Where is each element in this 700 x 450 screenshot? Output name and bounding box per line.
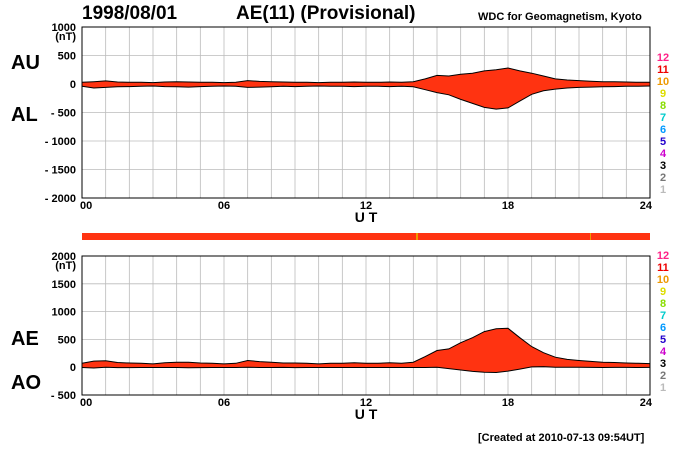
panel1-xaxis-label: U T — [355, 209, 378, 225]
panel2-station-count: 4 — [660, 346, 667, 358]
panel1-station-count: 9 — [660, 88, 666, 100]
panel2-ytick-label: 500 — [58, 334, 76, 346]
panel1-station-count: 5 — [660, 136, 666, 148]
panel1-station-count: 8 — [660, 100, 666, 112]
series-line-au — [81, 67, 650, 84]
panel1-xtick-label: 24 — [640, 200, 653, 212]
panel2-ytick-label: 0 — [70, 362, 76, 374]
panel1-station-count: 4 — [660, 148, 667, 160]
data-availability-bar — [82, 233, 650, 240]
panel2-ytick-label: 2000 — [52, 251, 76, 263]
panel2-xtick-label: 24 — [640, 397, 653, 409]
panel2-area-fill — [82, 328, 650, 373]
panel2-xtick-label: 06 — [218, 397, 230, 409]
panel1-area-fill — [82, 68, 650, 110]
panel2-station-count: 11 — [657, 262, 669, 274]
panel1-ytick-label: 1000 — [52, 22, 76, 34]
panel1-ytick-label: 500 — [58, 51, 76, 63]
panel1-ytick-label: - 1000 — [45, 136, 76, 148]
panel1-xtick-label: 18 — [502, 200, 514, 212]
panel1-unit-label: (nT) — [55, 31, 76, 43]
panel2-ytick-label: 1000 — [52, 307, 76, 319]
panel1-station-count: 1 — [660, 184, 666, 196]
series-line-ao — [81, 366, 651, 374]
panel2-xtick-label: 00 — [80, 397, 92, 409]
panel1-ytick-label: - 2000 — [45, 193, 76, 205]
panel1-label-au: AU — [11, 52, 40, 74]
panel1-frame — [81, 26, 651, 199]
panel2-label-ao: AO — [11, 372, 41, 394]
series-line-al — [81, 85, 651, 110]
data-availability-mark — [416, 233, 418, 240]
panel1-station-count: 10 — [657, 76, 669, 88]
panel1-station-count: 11 — [657, 64, 669, 76]
panel1-xtick-label: 00 — [80, 200, 92, 212]
panel2-xtick-label: 12 — [360, 397, 372, 409]
panel2-station-count: 1 — [660, 382, 666, 394]
series-line-ae — [81, 327, 651, 365]
panel2-ytick-label: - 500 — [51, 390, 76, 402]
panel1-xtick-label: 12 — [360, 200, 372, 212]
panel1-ytick-label: - 500 — [51, 108, 76, 120]
panel2-label-ae: AE — [11, 328, 39, 350]
panel2-station-count: 10 — [657, 274, 669, 286]
panel1-ytick-label: - 1500 — [45, 165, 76, 177]
panel2-station-count: 3 — [660, 358, 666, 370]
panel2-station-count: 8 — [660, 298, 666, 310]
panel1-ytick-label: 0 — [70, 79, 76, 91]
panel2-xtick-label: 18 — [502, 397, 514, 409]
panel1-xtick-label: 06 — [218, 200, 230, 212]
panel2-ytick-label: 1500 — [52, 279, 76, 291]
panel2-station-count: 7 — [660, 310, 666, 322]
panel2-station-count: 12 — [657, 250, 669, 262]
institution-label: WDC for Geomagnetism, Kyoto — [478, 11, 642, 23]
panel1-station-count: 2 — [660, 172, 666, 184]
panel2-frame — [81, 255, 651, 396]
data-availability-mark — [590, 233, 591, 240]
panel1-station-count: 7 — [660, 112, 666, 124]
panel2-unit-label: (nT) — [55, 260, 76, 272]
panel1-label-al: AL — [11, 104, 38, 126]
chart-date: 1998/08/01 — [82, 3, 178, 24]
panel1-station-count: 12 — [657, 52, 669, 64]
panel2-station-count: 9 — [660, 286, 666, 298]
created-timestamp: [Created at 2010-07-13 09:54UT] — [478, 432, 645, 444]
panel2-xaxis-label: U T — [355, 406, 378, 422]
panel2-station-count: 5 — [660, 334, 666, 346]
panel1-station-count: 6 — [660, 124, 666, 136]
chart-title: AE(11) (Provisional) — [236, 3, 416, 24]
panel1-station-count: 3 — [660, 160, 666, 172]
panel2-station-count: 6 — [660, 322, 666, 334]
panel2-station-count: 2 — [660, 370, 666, 382]
